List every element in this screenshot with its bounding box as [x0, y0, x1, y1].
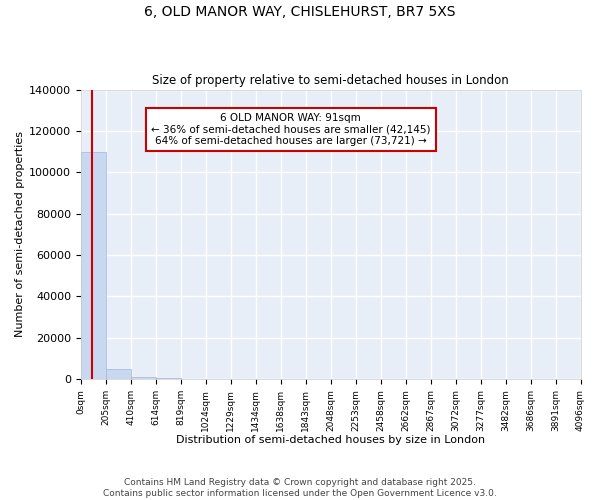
- Bar: [81, 152, 106, 379]
- Bar: [131, 378, 156, 379]
- Y-axis label: Number of semi-detached properties: Number of semi-detached properties: [15, 132, 25, 338]
- X-axis label: Distribution of semi-detached houses by size in London: Distribution of semi-detached houses by …: [176, 435, 485, 445]
- Text: 6, OLD MANOR WAY, CHISLEHURST, BR7 5XS: 6, OLD MANOR WAY, CHISLEHURST, BR7 5XS: [144, 5, 456, 19]
- Text: Contains HM Land Registry data © Crown copyright and database right 2025.
Contai: Contains HM Land Registry data © Crown c…: [103, 478, 497, 498]
- Title: Size of property relative to semi-detached houses in London: Size of property relative to semi-detach…: [152, 74, 509, 87]
- Bar: [106, 368, 131, 379]
- Text: 6 OLD MANOR WAY: 91sqm
← 36% of semi-detached houses are smaller (42,145)
64% of: 6 OLD MANOR WAY: 91sqm ← 36% of semi-det…: [151, 112, 431, 146]
- Bar: [156, 378, 181, 379]
